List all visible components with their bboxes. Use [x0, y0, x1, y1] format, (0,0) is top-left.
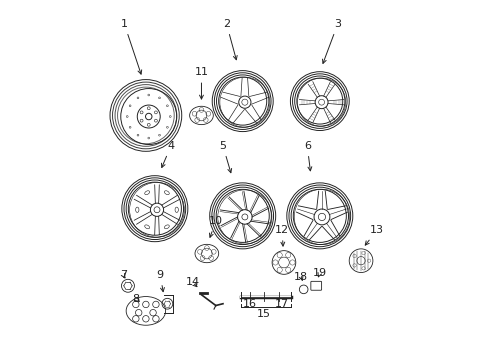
Text: 17: 17	[275, 299, 288, 309]
Text: 18: 18	[293, 272, 307, 282]
Text: 15: 15	[257, 310, 271, 319]
Text: 12: 12	[275, 225, 288, 246]
Text: 10: 10	[208, 216, 223, 237]
Text: 19: 19	[312, 268, 326, 278]
Text: 5: 5	[219, 141, 231, 173]
Text: 13: 13	[365, 225, 384, 245]
Text: 8: 8	[132, 294, 140, 304]
Text: 3: 3	[322, 19, 341, 63]
Text: 7: 7	[120, 270, 126, 280]
Text: 1: 1	[121, 19, 142, 74]
Text: 6: 6	[303, 141, 311, 171]
Text: 9: 9	[156, 270, 164, 292]
Text: 11: 11	[194, 67, 208, 99]
Text: 14: 14	[185, 277, 199, 287]
Text: 4: 4	[161, 141, 174, 167]
Text: 2: 2	[223, 19, 237, 60]
Text: 16: 16	[243, 299, 256, 309]
